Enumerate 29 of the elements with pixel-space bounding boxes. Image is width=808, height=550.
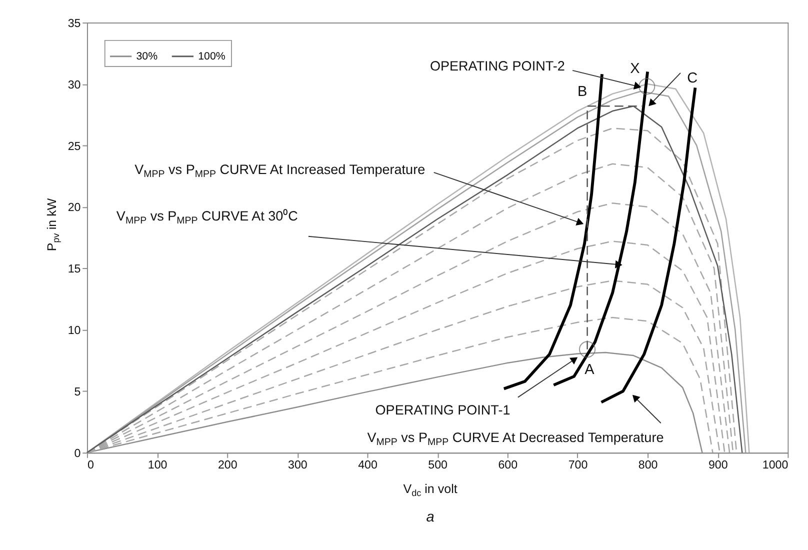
x-tick-label: 100 [148,460,168,472]
y-tick-label: 15 [68,264,81,276]
y-axis-title: Ppv in kW [45,198,61,252]
x-tick-label: 400 [358,460,378,472]
legend-label: 100% [198,50,226,62]
y-tick-label: 30 [68,79,81,92]
y-tick-label: 0 [74,448,81,460]
annotation: C [687,70,698,87]
y-tick-label: 25 [68,140,81,153]
annotation: A [584,362,595,378]
y-tick-label: 5 [74,386,81,399]
annotation: X [630,60,640,77]
x-tick-label: 500 [428,460,448,472]
x-tick-label: 700 [568,460,588,472]
y-tick-label: 10 [68,325,81,338]
x-tick-label: 0 [87,460,94,472]
x-tick-label: 1000 [762,460,788,472]
x-tick-label: 300 [288,460,308,472]
x-tick-label: 200 [218,460,238,472]
x-tick-label: 900 [708,460,728,472]
legend-label: 30% [136,50,158,62]
text: a [426,509,434,526]
y-tick-label: 35 [68,18,81,30]
annotation: B [578,84,588,100]
x-tick-label: 600 [498,460,518,472]
x-tick-label: 800 [638,460,658,472]
annotation: OPERATING POINT-1 [375,402,510,418]
y-tick-label: 20 [68,202,81,214]
annotation: OPERATING POINT-2 [430,58,565,74]
